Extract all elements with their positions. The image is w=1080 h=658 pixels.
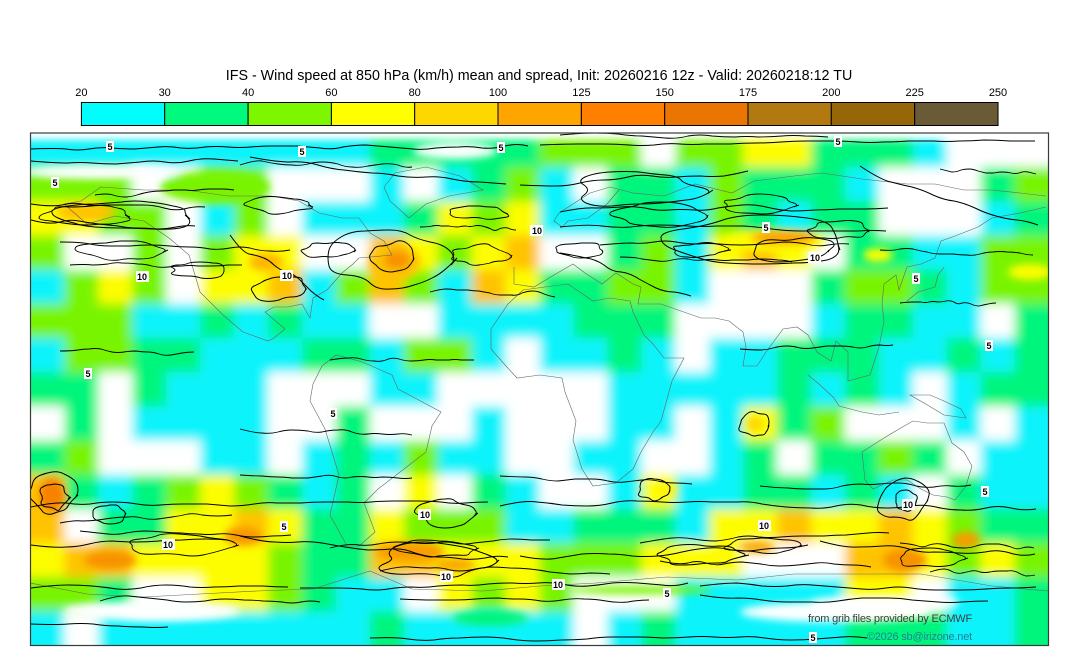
svg-text:10: 10	[810, 253, 820, 263]
svg-text:60: 60	[325, 87, 337, 99]
svg-text:10: 10	[420, 510, 430, 520]
svg-text:80: 80	[409, 87, 421, 99]
svg-text:175: 175	[739, 87, 757, 99]
svg-text:20: 20	[75, 87, 87, 99]
svg-text:10: 10	[441, 572, 451, 582]
svg-text:5: 5	[281, 522, 286, 532]
svg-text:5: 5	[986, 341, 991, 351]
svg-text:10: 10	[532, 226, 542, 236]
svg-text:IFS - Wind speed at 850 hPa (k: IFS - Wind speed at 850 hPa (km/h) mean …	[226, 68, 853, 84]
svg-text:©2026 sb@irizone.net: ©2026 sb@irizone.net	[867, 631, 972, 643]
svg-text:10: 10	[282, 271, 292, 281]
svg-text:5: 5	[498, 143, 503, 153]
svg-text:5: 5	[763, 223, 768, 233]
svg-text:40: 40	[242, 87, 254, 99]
svg-text:5: 5	[913, 274, 918, 284]
svg-text:5: 5	[330, 409, 335, 419]
svg-text:10: 10	[903, 500, 913, 510]
svg-text:30: 30	[159, 87, 171, 99]
svg-text:100: 100	[489, 87, 507, 99]
svg-text:150: 150	[656, 87, 674, 99]
svg-text:10: 10	[163, 540, 173, 550]
svg-text:10: 10	[759, 521, 769, 531]
svg-text:5: 5	[85, 369, 90, 379]
svg-text:225: 225	[906, 87, 924, 99]
svg-text:10: 10	[137, 272, 147, 282]
svg-text:5: 5	[982, 487, 987, 497]
svg-text:10: 10	[553, 580, 563, 590]
svg-text:5: 5	[835, 137, 840, 147]
svg-text:5: 5	[52, 178, 57, 188]
svg-text:5: 5	[299, 147, 304, 157]
svg-text:5: 5	[107, 142, 112, 152]
svg-text:125: 125	[572, 87, 590, 99]
svg-text:5: 5	[810, 633, 815, 643]
svg-text:from grib files provided by EC: from grib files provided by ECMWF	[808, 613, 972, 625]
svg-text:200: 200	[822, 87, 840, 99]
svg-text:250: 250	[989, 87, 1007, 99]
svg-text:5: 5	[664, 589, 669, 599]
